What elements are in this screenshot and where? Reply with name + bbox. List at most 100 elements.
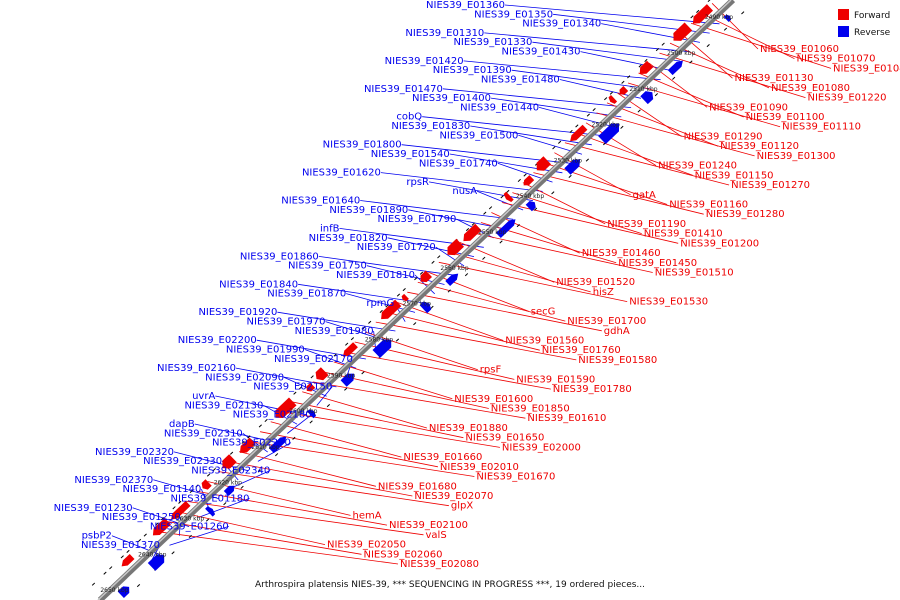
forward-gene-label[interactable]: NIES39_E01190 — [607, 219, 686, 230]
reverse-gene-label[interactable]: NIES39_E01540 — [371, 149, 450, 160]
forward-gene-label[interactable]: NIES39_E01560 — [505, 336, 584, 347]
forward-gene-arrow[interactable] — [619, 86, 629, 95]
forward-gene-label[interactable]: NIES39_E01090 — [709, 102, 788, 113]
forward-gene-label[interactable]: NIES39_E01160 — [669, 200, 748, 211]
reverse-gene-label[interactable]: rpsR — [406, 177, 429, 188]
reverse-gene-label[interactable]: NIES39_E02160 — [157, 363, 236, 374]
reverse-gene-label[interactable]: NIES39_E02320 — [95, 447, 174, 458]
reverse-gene-label[interactable]: NIES39_E01310 — [405, 28, 484, 39]
forward-gene-label[interactable]: glpX — [451, 501, 473, 512]
forward-gene-label[interactable]: secG — [531, 306, 556, 317]
forward-gene-label[interactable]: NIES39_E02000 — [502, 442, 581, 453]
reverse-gene-label[interactable]: NIES39_E01180 — [171, 493, 250, 504]
forward-gene-label[interactable]: NIES39_E01200 — [680, 238, 759, 249]
forward-gene-label[interactable]: NIES39_E01450 — [618, 258, 697, 269]
forward-gene-label[interactable]: NIES39_E01410 — [644, 229, 723, 240]
reverse-gene-label[interactable]: NIES39_E01330 — [453, 37, 532, 48]
forward-gene-arrow[interactable] — [570, 124, 588, 142]
forward-gene-arrow[interactable] — [608, 95, 618, 104]
forward-gene-label[interactable]: NIES39_E01120 — [720, 141, 799, 152]
reverse-gene-label[interactable]: NIES39_E02180 — [233, 410, 312, 421]
forward-gene-label[interactable]: NIES39_E01680 — [378, 481, 457, 492]
forward-gene-arrow[interactable] — [536, 156, 551, 171]
forward-gene-label[interactable]: gdhA — [604, 326, 630, 337]
forward-gene-label[interactable]: NIES39_E01610 — [527, 413, 606, 424]
reverse-gene-arrow[interactable] — [340, 373, 355, 387]
reverse-gene-label[interactable]: NIES39_E01390 — [433, 65, 512, 76]
reverse-gene-arrow[interactable] — [525, 201, 536, 212]
reverse-gene-label[interactable]: NIES39_E01500 — [439, 130, 518, 141]
forward-gene-label[interactable]: NIES39_E01700 — [567, 316, 646, 327]
forward-gene-arrow[interactable] — [239, 437, 256, 453]
reverse-gene-label[interactable]: NIES39_E01260 — [150, 521, 229, 532]
forward-gene-arrow[interactable] — [152, 518, 171, 536]
reverse-gene-label[interactable]: NIES39_E01640 — [281, 196, 360, 207]
reverse-gene-label[interactable]: NIES39_E01140 — [122, 484, 201, 495]
reverse-gene-label[interactable]: NIES39_E02170 — [274, 354, 353, 365]
forward-gene-arrow[interactable] — [306, 382, 316, 392]
forward-gene-label[interactable]: NIES39_E01240 — [658, 161, 737, 172]
reverse-gene-label[interactable]: NIES39_E01470 — [364, 84, 443, 95]
reverse-gene-label[interactable]: NIES39_E01870 — [267, 289, 346, 300]
forward-gene-label[interactable]: NIES39_E01300 — [757, 151, 836, 162]
forward-gene-label[interactable]: NIES39_E01510 — [655, 268, 734, 279]
forward-gene-arrow[interactable] — [673, 22, 693, 41]
forward-gene-arrow[interactable] — [639, 60, 654, 74]
reverse-gene-label[interactable]: NIES39_E01720 — [357, 242, 436, 253]
reverse-gene-label[interactable]: NIES39_E01980 — [295, 326, 374, 337]
reverse-gene-label[interactable]: NIES39_E01370 — [81, 540, 160, 551]
reverse-gene-label[interactable]: NIES39_E01250 — [102, 512, 181, 523]
reverse-gene-label[interactable]: NIES39_E01990 — [226, 345, 305, 356]
forward-gene-label[interactable]: NIES39_E02050 — [327, 540, 406, 551]
forward-gene-arrow[interactable] — [121, 554, 135, 567]
reverse-gene-label[interactable]: NIES39_E01360 — [426, 0, 505, 11]
forward-gene-label[interactable]: rpsF — [480, 365, 502, 376]
forward-gene-label[interactable]: NIES39_E01850 — [491, 404, 570, 415]
forward-gene-label[interactable]: NIES39_E01070 — [797, 54, 876, 65]
reverse-gene-label[interactable]: NIES39_E02200 — [178, 335, 257, 346]
forward-gene-arrow[interactable] — [222, 454, 237, 469]
reverse-gene-arrow[interactable] — [372, 339, 392, 358]
forward-gene-label[interactable]: NIES39_E01600 — [454, 394, 533, 405]
reverse-gene-arrow[interactable] — [269, 436, 287, 454]
reverse-gene-label[interactable]: NIES39_E01820 — [309, 233, 388, 244]
forward-gene-label[interactable]: NIES39_E01580 — [578, 355, 657, 366]
reverse-gene-label[interactable]: NIES39_E01810 — [336, 270, 415, 281]
reverse-gene-label[interactable]: psbP2 — [82, 531, 112, 542]
forward-gene-arrow[interactable] — [401, 293, 409, 302]
reverse-gene-arrow[interactable] — [445, 273, 459, 286]
forward-gene-label[interactable]: hemA — [353, 510, 382, 521]
forward-gene-arrow[interactable] — [463, 223, 482, 242]
forward-gene-arrow[interactable] — [381, 299, 402, 320]
forward-gene-label[interactable]: NIES39_E02070 — [414, 491, 493, 502]
forward-gene-arrow[interactable] — [275, 397, 297, 419]
forward-gene-arrow[interactable] — [201, 479, 212, 490]
reverse-gene-label[interactable]: NIES39_E01340 — [522, 19, 601, 30]
forward-gene-label[interactable]: NIES39_E01780 — [553, 384, 632, 395]
reverse-gene-label[interactable]: NIES39_E02270 — [212, 438, 291, 449]
forward-gene-label[interactable]: NIES39_E01520 — [556, 277, 635, 288]
reverse-gene-label[interactable]: NIES39_E01350 — [474, 9, 553, 20]
forward-gene-label[interactable]: NIES39_E01880 — [429, 423, 508, 434]
reverse-gene-arrow[interactable] — [496, 219, 516, 238]
forward-gene-label[interactable]: gatA — [633, 190, 656, 201]
reverse-gene-label[interactable]: infB — [320, 223, 340, 234]
reverse-gene-label[interactable]: dapB — [169, 419, 195, 430]
reverse-gene-arrow[interactable] — [419, 301, 432, 314]
forward-gene-label[interactable]: NIES39_E01270 — [731, 180, 810, 191]
forward-gene-label[interactable]: NIES39_E02100 — [389, 520, 468, 531]
reverse-gene-arrow[interactable] — [307, 409, 316, 419]
reverse-gene-label[interactable]: NIES39_E02310 — [164, 428, 243, 439]
forward-gene-label[interactable]: NIES39_E01060 — [760, 44, 839, 55]
reverse-gene-label[interactable]: NIES39_E01970 — [247, 317, 326, 328]
forward-gene-label[interactable]: NIES39_E01290 — [684, 132, 763, 143]
forward-gene-label[interactable]: NIES39_E01280 — [706, 209, 785, 220]
reverse-gene-label[interactable]: NIES39_E01420 — [385, 56, 464, 67]
forward-gene-label[interactable]: NIES39_E01080 — [771, 83, 850, 94]
reverse-gene-label[interactable]: NIES39_E01890 — [329, 205, 408, 216]
forward-gene-label[interactable]: NIES39_E01110 — [782, 122, 861, 133]
forward-gene-arrow[interactable] — [420, 270, 433, 283]
forward-gene-label[interactable]: NIES39_E01220 — [808, 93, 887, 104]
reverse-gene-label[interactable]: NIES39_E01620 — [302, 168, 381, 179]
forward-gene-label[interactable]: NIES39_E01590 — [516, 374, 595, 385]
